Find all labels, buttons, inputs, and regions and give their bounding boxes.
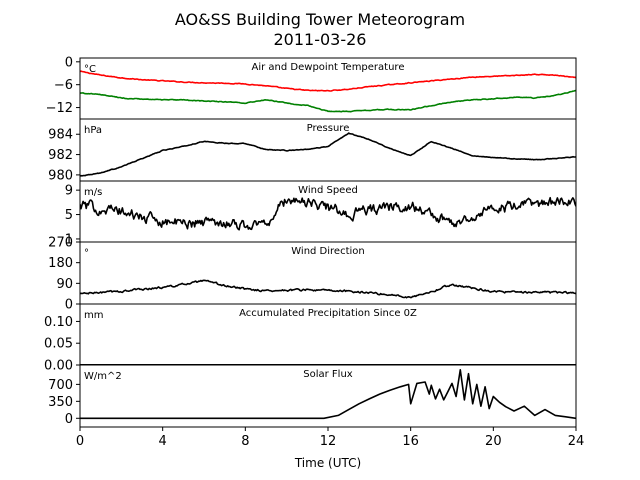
chart-subtitle: 2011-03-26 (274, 30, 367, 49)
y-tick-label-wind_speed: 9 (65, 184, 73, 199)
y-tick-label-solar_flux: 700 (48, 378, 73, 393)
x-axis-label: Time (UTC) (294, 456, 361, 470)
x-tick-label: 0 (76, 434, 84, 449)
series-line-wind_speed-0 (80, 196, 576, 231)
y-tick-label-wind_direction: 0 (65, 298, 73, 313)
series-line-solar_flux-0 (80, 368, 576, 420)
y-tick-label-precipitation: 0.00 (44, 359, 73, 374)
y-tick-label-pressure: 982 (48, 148, 73, 163)
x-tick-label: 20 (485, 434, 502, 449)
x-tick-label: 4 (159, 434, 167, 449)
y-tick-label-pressure: 980 (48, 168, 73, 183)
unit-label-wind_direction: ° (84, 248, 89, 259)
unit-label-wind_speed: m/s (84, 187, 102, 198)
y-tick-label-wind_direction: 270 (48, 236, 73, 251)
x-axis: 0 4 8 12 16 20 24 (76, 434, 584, 449)
panel-title-wind_direction: Wind Direction (291, 246, 365, 257)
y-tick-label-precipitation: 0.05 (44, 337, 73, 352)
series-line-temperature-1 (80, 89, 576, 113)
y-tick-label-wind_speed: 5 (65, 208, 73, 223)
panel-title-pressure: Pressure (307, 123, 350, 134)
y-tick-label-solar_flux: 350 (48, 395, 73, 410)
panel-title-solar_flux: Solar Flux (303, 369, 353, 380)
panel-precipitation: 0.10 0.05 0.00 mm Accumulated Precipitation … (44, 303, 577, 374)
panel-title-wind_speed: Wind Speed (298, 185, 358, 196)
panel-solar_flux: 700 350 0 W/m^2 Solar Flux (48, 364, 577, 431)
unit-label-solar_flux: W/m^2 (84, 371, 122, 382)
x-tick-label: 24 (568, 434, 585, 449)
panel-title-precipitation: Accumulated Precipitation Since 0Z (239, 308, 417, 319)
series-line-wind_direction-0 (80, 279, 576, 299)
y-tick-label-pressure: 984 (48, 128, 73, 143)
unit-label-precipitation: mm (84, 310, 103, 321)
x-tick-label: 8 (241, 434, 249, 449)
panel-temperature: 0 −6 −12 °C Air and Dewpoint Temperature (46, 55, 577, 120)
x-tick-label: 12 (320, 434, 337, 449)
chart-title: AO&SS Building Tower Meteorogram (175, 10, 465, 29)
y-tick-label-temperature: −6 (54, 78, 73, 93)
y-tick-label-wind_direction: 180 (48, 256, 73, 271)
series-line-temperature-0 (80, 70, 576, 92)
y-tick-label-wind_direction: 90 (56, 277, 73, 292)
y-tick-label-solar_flux: 0 (65, 412, 73, 427)
x-tick-label: 16 (402, 434, 419, 449)
panels-group: 0−6−12°C Air and Dewpoint Temperature9849… (44, 55, 577, 431)
panel-wind_speed: 9 5 1 m/s Wind Speed (65, 180, 577, 247)
series-line-pressure-0 (80, 132, 576, 177)
y-tick-label-temperature: −12 (46, 101, 73, 116)
panel-pressure: 984 982 980 hPa Pressure (48, 118, 577, 183)
y-tick-label-precipitation: 0.10 (44, 315, 73, 330)
y-tick-label-wind_speed: 1 (65, 232, 73, 247)
panel-wind_direction: 270 180 90 0 ° Wind Direction (48, 236, 577, 313)
unit-label-temperature: °C (84, 64, 96, 75)
panel-title-temperature: Air and Dewpoint Temperature (252, 62, 405, 73)
y-tick-label-temperature: 0 (65, 55, 73, 70)
unit-label-pressure: hPa (84, 125, 102, 136)
